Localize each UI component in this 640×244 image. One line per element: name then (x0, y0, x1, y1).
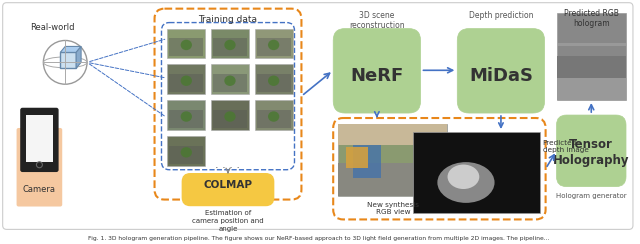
Text: . . . .: . . . . (216, 160, 241, 170)
Ellipse shape (224, 75, 236, 86)
Bar (168, 29, 205, 58)
Text: Training data: Training data (198, 15, 257, 24)
Bar (557, 43, 626, 46)
FancyBboxPatch shape (21, 109, 58, 171)
Text: MiDaS: MiDaS (469, 67, 533, 85)
Bar (255, 64, 292, 94)
Bar (557, 78, 626, 100)
Bar (170, 39, 203, 56)
Polygon shape (76, 46, 81, 68)
Bar (257, 110, 291, 128)
Ellipse shape (180, 40, 192, 50)
FancyBboxPatch shape (333, 29, 420, 113)
Ellipse shape (180, 111, 192, 122)
Text: 3D scene
reconstruction: 3D scene reconstruction (349, 11, 404, 30)
Text: Depth prediction: Depth prediction (468, 11, 533, 20)
Ellipse shape (437, 162, 495, 203)
FancyBboxPatch shape (182, 174, 274, 205)
Ellipse shape (268, 75, 279, 86)
FancyBboxPatch shape (457, 29, 545, 113)
Text: COLMAP: COLMAP (204, 180, 253, 190)
Bar (213, 39, 247, 56)
Text: Fig. 1. 3D hologram generation pipeline. The figure shows our NeRF-based approac: Fig. 1. 3D hologram generation pipeline.… (88, 236, 549, 241)
Bar (211, 100, 249, 130)
Ellipse shape (180, 75, 192, 86)
Bar (26, 115, 53, 162)
Ellipse shape (447, 164, 479, 189)
Ellipse shape (268, 40, 279, 50)
Bar (170, 110, 203, 128)
Bar (338, 163, 447, 196)
Ellipse shape (268, 111, 279, 122)
Bar (170, 146, 203, 164)
FancyBboxPatch shape (3, 3, 633, 229)
Bar (413, 132, 540, 214)
Text: Real-world: Real-world (30, 22, 74, 31)
Bar (213, 74, 247, 92)
Text: Predicted RGB
hologram: Predicted RGB hologram (564, 9, 619, 28)
Bar (338, 124, 447, 196)
Bar (255, 29, 292, 58)
Bar (211, 64, 249, 94)
Bar (557, 56, 626, 78)
Bar (346, 147, 368, 168)
Text: Hologram generator: Hologram generator (556, 193, 627, 199)
Text: NeRF: NeRF (350, 67, 403, 85)
Ellipse shape (224, 40, 236, 50)
Bar (170, 74, 203, 92)
Text: Tensor
Holography: Tensor Holography (553, 138, 630, 167)
Bar (213, 110, 247, 128)
Bar (353, 145, 381, 178)
Text: Predicted
depth image: Predicted depth image (543, 140, 589, 153)
Ellipse shape (224, 111, 236, 122)
Bar (338, 124, 447, 145)
Bar (168, 64, 205, 94)
FancyBboxPatch shape (60, 52, 76, 68)
Polygon shape (60, 46, 81, 52)
Bar (557, 13, 626, 100)
Bar (211, 29, 249, 58)
Bar (257, 39, 291, 56)
Bar (257, 74, 291, 92)
Text: Estimation of
camera position and
angle: Estimation of camera position and angle (192, 211, 264, 233)
FancyBboxPatch shape (17, 128, 62, 206)
Bar (168, 136, 205, 166)
Text: Camera: Camera (23, 185, 56, 194)
Bar (168, 100, 205, 130)
Ellipse shape (180, 147, 192, 158)
FancyBboxPatch shape (557, 115, 626, 187)
Bar (255, 100, 292, 130)
Text: New synthesis
RGB view: New synthesis RGB view (367, 203, 419, 215)
